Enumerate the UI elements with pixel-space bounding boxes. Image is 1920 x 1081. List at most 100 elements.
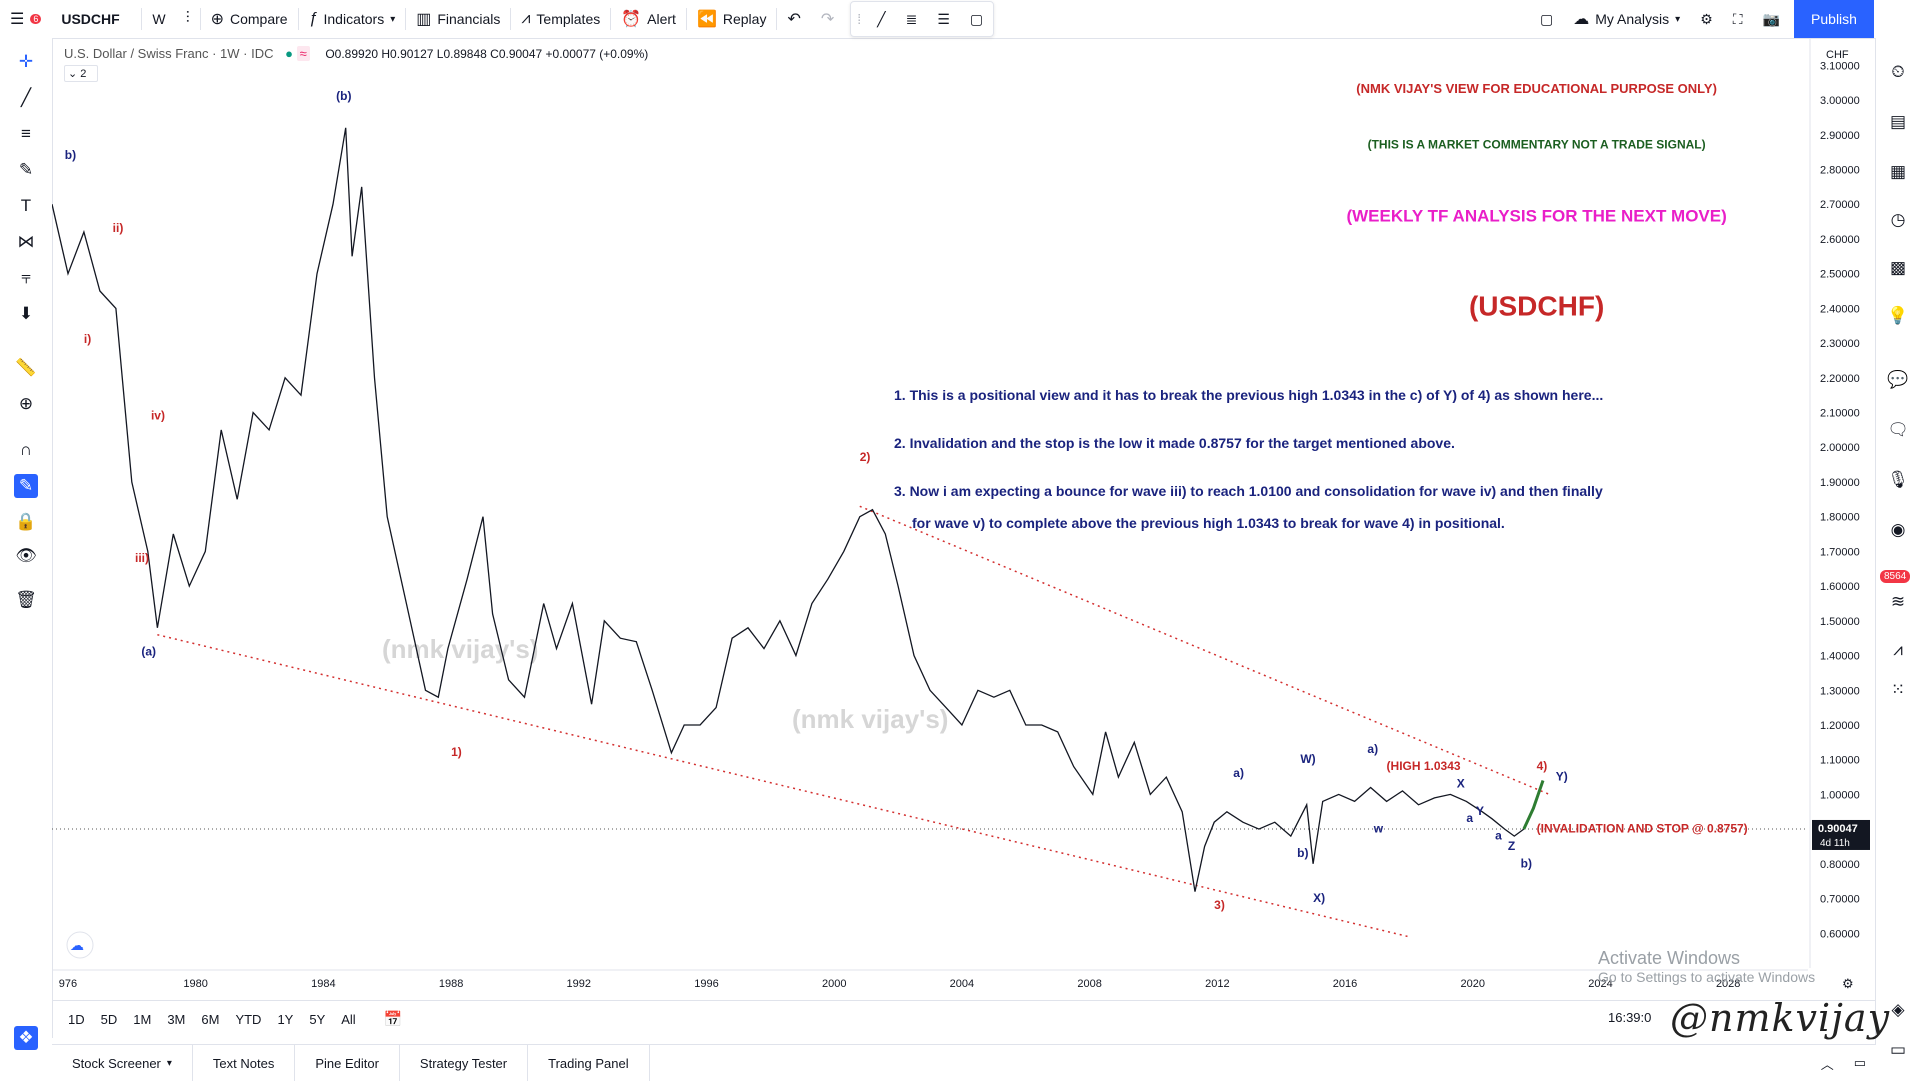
compare-button[interactable]: ⊕ Compare bbox=[201, 0, 298, 38]
wave-label: 2) bbox=[860, 450, 871, 464]
panel-toggle-icon[interactable]: ▭ bbox=[1889, 1040, 1907, 1059]
brush-icon[interactable]: ✎ bbox=[18, 160, 34, 179]
rectangle-tool-icon[interactable]: ▢ bbox=[969, 10, 984, 27]
fullscreen-toggle-icon[interactable]: ▢ bbox=[1540, 10, 1554, 27]
tab-pine-editor[interactable]: Pine Editor bbox=[295, 1045, 400, 1081]
crosshair-icon[interactable]: ✛ bbox=[18, 52, 34, 71]
wave-label: w bbox=[1373, 822, 1384, 836]
trendlines bbox=[157, 505, 1550, 938]
hotlist-icon[interactable]: ≋ bbox=[1890, 592, 1906, 611]
arrow-down-icon[interactable]: ⬇ bbox=[18, 304, 34, 323]
stream-icon[interactable]: ◉ bbox=[1890, 520, 1906, 539]
timeframe-button[interactable]: 1Y bbox=[277, 1011, 294, 1027]
replay-button[interactable]: ⏪ Replay bbox=[687, 0, 777, 38]
timeframe-button[interactable]: 3M bbox=[167, 1011, 186, 1027]
price-tick-label: 0.80000 bbox=[1820, 859, 1860, 871]
stay-in-drawing-mode-icon[interactable]: ✎ bbox=[14, 474, 38, 498]
prediction-icon[interactable]: ⫧ bbox=[21, 268, 31, 287]
timeframe-button[interactable]: All bbox=[341, 1011, 356, 1027]
settings-gear-icon[interactable]: ⚙ bbox=[1700, 10, 1713, 27]
alert-button[interactable]: ⏰ Alert bbox=[611, 0, 686, 38]
collapse-button[interactable]: ⌄ 2 bbox=[64, 65, 98, 82]
details-icon[interactable]: ▦ bbox=[1889, 162, 1907, 181]
maximize-panel-icon[interactable]: ▭ bbox=[1853, 1055, 1866, 1070]
trend-line-icon[interactable]: ╱ bbox=[20, 88, 32, 107]
rewind-icon: ⏪ bbox=[696, 11, 717, 28]
symbol-title[interactable]: U.S. Dollar / Swiss Franc · 1W · IDC bbox=[64, 46, 274, 61]
templates-button[interactable]: ⩘ Templates bbox=[511, 0, 610, 38]
text-tool-icon[interactable]: T bbox=[20, 196, 32, 215]
collapse-panel-icon[interactable]: ︿ bbox=[1820, 1056, 1834, 1072]
price-tick-label: 2.20000 bbox=[1820, 373, 1860, 385]
layout-button[interactable]: ☁ My Analysis ▾ bbox=[1563, 0, 1690, 38]
object-tree-icon[interactable]: ❖ bbox=[14, 1026, 38, 1050]
wave-label: (b) bbox=[336, 89, 351, 103]
redo-button[interactable]: ↷ bbox=[811, 0, 844, 38]
indicators-button[interactable]: ƒ Indicators ▾ bbox=[299, 0, 406, 38]
timeframe-button[interactable]: 5D bbox=[100, 1011, 118, 1027]
channel-tool-icon[interactable]: ☰ bbox=[937, 10, 950, 27]
floating-drawing-toolbar: ⁞ ╱ ≣ ☰ ▢ bbox=[850, 1, 995, 37]
alert-label: Alert bbox=[647, 11, 676, 27]
compare-label: Compare bbox=[230, 11, 288, 27]
tab-stock-screener[interactable]: Stock Screener ▾ bbox=[52, 1045, 193, 1081]
alarm-icon[interactable]: ⏲ bbox=[1891, 62, 1905, 81]
chat-icon[interactable]: 💬 bbox=[1887, 370, 1909, 389]
zoom-in-icon[interactable]: ⊕ bbox=[18, 394, 34, 413]
message-icon[interactable]: 🗨 bbox=[1887, 420, 1909, 439]
tab-text-notes[interactable]: Text Notes bbox=[193, 1045, 296, 1081]
fib-tool-icon[interactable]: ≣ bbox=[905, 10, 918, 27]
watermark-text: (nmk vijay's) bbox=[382, 634, 538, 664]
price-chart[interactable]: (nmk vijay's) (nmk vijay's) (b) b) ii) i) iv)… bbox=[52, 38, 1876, 1000]
camera-icon[interactable]: 📷 bbox=[1762, 10, 1780, 27]
trend-line-tool-icon[interactable]: ╱ bbox=[877, 10, 886, 27]
calendar-icon[interactable]: ▩ bbox=[1889, 258, 1907, 277]
layers-icon[interactable]: ◈ bbox=[1891, 1000, 1905, 1019]
clock-readout[interactable]: 16:39:0 bbox=[1608, 1010, 1652, 1025]
candles-icon: ⫶ bbox=[185, 10, 190, 27]
price-tick-label: 2.50000 bbox=[1820, 269, 1860, 281]
templates-icon: ⩘ bbox=[521, 10, 531, 27]
date-range-icon[interactable]: 📅 bbox=[383, 1011, 403, 1028]
clock-icon[interactable]: ◷ bbox=[1890, 210, 1906, 229]
analysis-note: 1. This is a positional view and it has … bbox=[894, 387, 1603, 403]
fib-retracement-icon[interactable]: ≡ bbox=[21, 124, 31, 143]
divider bbox=[199, 8, 201, 30]
time-axis[interactable]: 976 1980 1984 1988 1992 1996 2000 2004 2008 2012 2… bbox=[52, 969, 1854, 991]
right-widget-bar: ⏲ ▤ ▦ ◷ ▩ 💡 💬 🗨 🎙 ◉ 8564 ≋ ⩘ ⁙ ◈ ▭ bbox=[1875, 38, 1920, 1080]
undo-button[interactable]: ↶ bbox=[777, 0, 810, 38]
tab-trading-panel[interactable]: Trading Panel bbox=[528, 1045, 650, 1081]
tv-logo[interactable]: ☁ bbox=[66, 931, 94, 959]
trend-icon[interactable]: ⩘ bbox=[1893, 640, 1903, 659]
interval-button[interactable]: W bbox=[152, 11, 166, 27]
redo-icon: ↷ bbox=[820, 11, 835, 28]
timeframe-button[interactable]: 1D bbox=[68, 1011, 85, 1027]
ruler-icon[interactable]: 📏 bbox=[15, 358, 37, 377]
trash-icon[interactable]: 🗑 bbox=[15, 590, 37, 609]
watchlist-icon[interactable]: ▤ bbox=[1889, 112, 1907, 131]
drag-handle-icon[interactable]: ⁞ bbox=[857, 11, 862, 27]
expand-icon[interactable]: ⛶ bbox=[1732, 10, 1743, 27]
wave-label: a bbox=[1466, 811, 1473, 825]
chart-type-button[interactable]: ⫶ bbox=[176, 0, 200, 38]
dom-icon[interactable]: ⁙ bbox=[1890, 680, 1906, 699]
financials-button[interactable]: ▥ Financials bbox=[406, 0, 510, 38]
timeframe-button[interactable]: 5Y bbox=[309, 1011, 326, 1027]
lightbulb-icon[interactable]: 💡 bbox=[1887, 306, 1909, 325]
trendline bbox=[157, 633, 1410, 938]
tab-strategy-tester[interactable]: Strategy Tester bbox=[400, 1045, 529, 1081]
eye-icon[interactable]: 👁 bbox=[15, 546, 37, 565]
publish-button[interactable]: Publish bbox=[1794, 0, 1874, 38]
podcast-icon[interactable]: 🎙 bbox=[1887, 470, 1909, 489]
lock-icon[interactable]: 🔒 bbox=[15, 512, 37, 531]
timeframe-button[interactable]: YTD bbox=[235, 1011, 262, 1027]
magnet-icon[interactable]: ∩ bbox=[19, 440, 33, 459]
timeframe-button[interactable]: 6M bbox=[201, 1011, 220, 1027]
time-tick-label: 976 bbox=[59, 978, 77, 990]
price-tick-label: 3.00000 bbox=[1820, 95, 1860, 107]
pattern-icon[interactable]: ⋈ bbox=[17, 232, 35, 251]
symbol-search[interactable]: USDCHF bbox=[61, 11, 120, 27]
menu-button[interactable]: ☰ 6 bbox=[0, 0, 51, 38]
timeframe-button[interactable]: 1M bbox=[133, 1011, 152, 1027]
